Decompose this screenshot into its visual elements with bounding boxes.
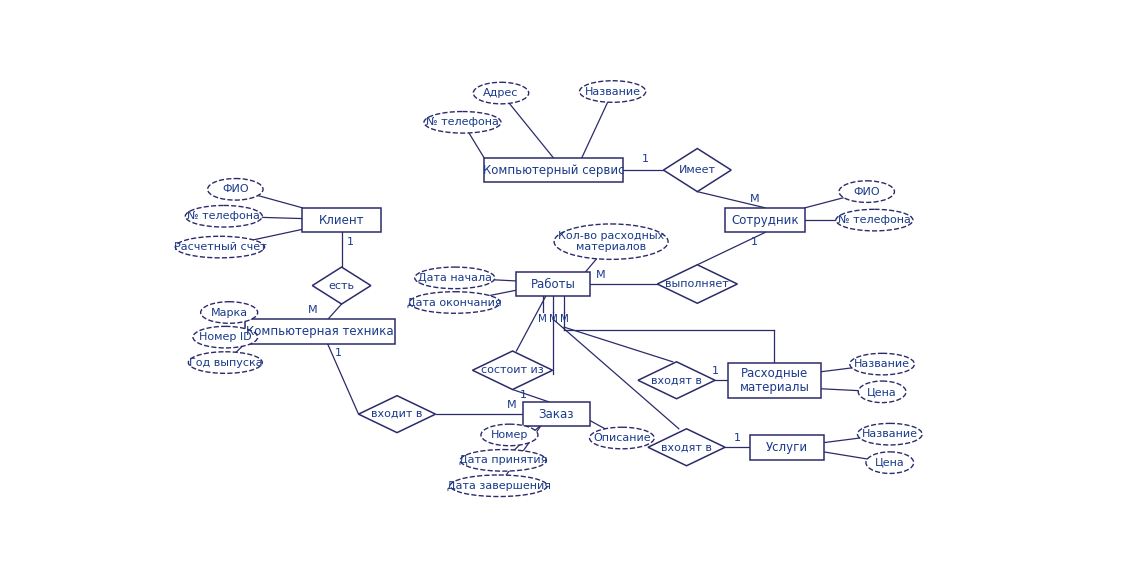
Ellipse shape [415,267,494,289]
Ellipse shape [836,209,912,231]
Text: Компьютерная техника: Компьютерная техника [247,325,393,338]
Text: Имеет: Имеет [679,165,716,175]
Text: 1: 1 [751,237,758,247]
Text: входит в: входит в [371,409,423,419]
Ellipse shape [185,205,262,227]
Text: Дата окончания: Дата окончания [407,297,502,307]
Text: М: М [549,314,558,325]
Text: Название: Название [585,86,640,97]
Text: входят в: входят в [661,442,712,452]
Ellipse shape [580,80,646,102]
FancyBboxPatch shape [303,208,381,233]
Text: 1: 1 [520,390,527,400]
Text: 1: 1 [734,433,741,443]
Ellipse shape [554,224,668,259]
Text: Кол-во расходных
материалов: Кол-во расходных материалов [558,231,665,252]
Text: состоит из: состоит из [481,366,544,375]
Text: Год выпуска: Год выпуска [188,357,262,367]
Text: Услуги: Услуги [766,441,808,454]
Text: Название: Название [854,359,910,369]
Text: Адрес: Адрес [483,88,519,98]
Ellipse shape [858,423,923,445]
Text: 1: 1 [348,237,354,247]
Polygon shape [648,429,725,466]
Polygon shape [657,265,738,303]
Text: Марка: Марка [211,307,248,318]
FancyBboxPatch shape [729,363,821,398]
Text: Компьютерный сервис: Компьютерный сервис [482,164,624,177]
Ellipse shape [473,82,529,104]
Text: Сотрудник: Сотрудник [731,213,799,227]
Ellipse shape [207,178,263,200]
Ellipse shape [175,236,265,258]
FancyBboxPatch shape [484,158,622,182]
FancyBboxPatch shape [750,435,824,459]
Text: 1: 1 [641,154,648,164]
Text: М: М [596,270,605,280]
Text: Название: Название [862,429,918,439]
Text: Дата принятия: Дата принятия [460,455,547,465]
Text: Номер ID: Номер ID [200,332,251,342]
Text: М: М [559,314,568,325]
Text: Расчетный счет: Расчетный счет [174,242,267,252]
Ellipse shape [424,111,501,133]
Text: выполняет: выполняет [666,279,729,289]
Text: 1: 1 [712,366,720,376]
Text: М: М [507,400,517,410]
FancyBboxPatch shape [244,319,396,344]
Text: входят в: входят в [651,375,702,385]
Ellipse shape [188,352,262,373]
Ellipse shape [839,181,895,202]
Polygon shape [664,149,731,192]
FancyBboxPatch shape [725,208,805,233]
Ellipse shape [460,449,546,471]
Text: Клиент: Клиент [318,213,364,227]
Text: М: М [538,314,547,325]
Text: № телефона: № телефона [187,211,260,222]
Text: ФИО: ФИО [853,187,880,196]
Ellipse shape [481,424,538,446]
Ellipse shape [850,353,915,375]
Polygon shape [638,362,715,399]
Text: 1: 1 [335,348,342,359]
Ellipse shape [409,292,500,313]
Text: М: М [750,194,759,203]
Text: Расходные
материалы: Расходные материалы [740,366,809,394]
Ellipse shape [451,475,547,497]
Text: Дата начала: Дата начала [418,273,492,283]
FancyBboxPatch shape [517,272,591,296]
Text: Заказ: Заказ [539,408,574,421]
Text: Цена: Цена [868,387,897,397]
Ellipse shape [859,381,906,403]
Polygon shape [472,351,553,389]
Polygon shape [359,396,436,433]
Text: ФИО: ФИО [222,184,249,194]
Ellipse shape [201,302,258,324]
Text: № телефона: № телефона [426,117,499,127]
Text: Дата завершения: Дата завершения [446,481,550,491]
Text: Описание: Описание [593,433,650,443]
Text: есть: есть [328,280,354,290]
Text: Цена: Цена [876,458,905,468]
Text: № телефона: № телефона [839,215,911,225]
Ellipse shape [193,326,258,348]
Ellipse shape [590,427,655,449]
Polygon shape [313,267,371,304]
Text: М: М [307,305,317,315]
Text: Работы: Работы [531,278,576,290]
Ellipse shape [865,452,914,473]
Text: Номер: Номер [491,430,528,440]
FancyBboxPatch shape [524,402,590,427]
